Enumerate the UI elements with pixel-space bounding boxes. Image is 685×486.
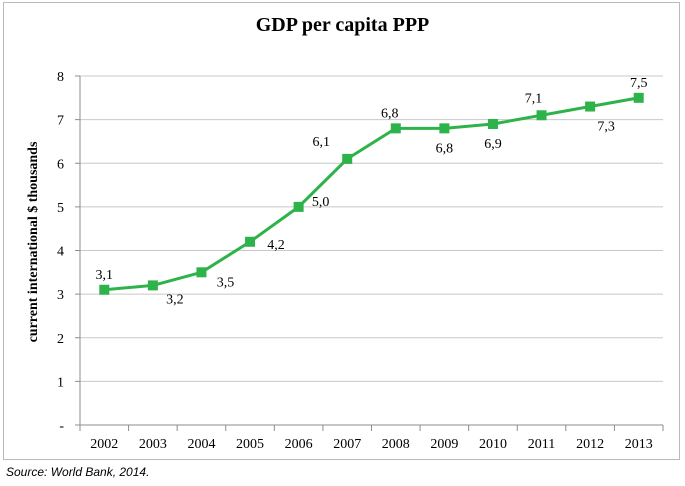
data-label: 7,3 [597, 120, 615, 135]
x-tick-label: 2002 [90, 437, 118, 452]
data-point [390, 123, 401, 134]
data-labels: 3,1 3,2 3,5 4,2 5,0 6,1 6,8 6,8 6,9 7,1 7,3 7,5 [96, 76, 648, 308]
chart-title: GDP per capita PPP [255, 14, 430, 36]
data-label: 7,5 [630, 76, 648, 91]
data-label: 6,8 [436, 141, 454, 156]
x-tick-label: 2008 [382, 437, 410, 452]
x-tick-label: 2006 [285, 437, 313, 452]
chart-frame [3, 2, 680, 460]
data-label: 6,9 [484, 137, 502, 152]
data-point [99, 284, 110, 295]
y-tick-labels: - 1 2 3 4 5 6 7 8 [57, 70, 64, 434]
data-point [245, 236, 256, 247]
y-tick-label: 2 [57, 332, 64, 347]
x-tick-labels: 2002 2003 2004 2005 2006 2007 2008 2009 2010 2011… [90, 437, 652, 452]
data-label: 6,8 [381, 106, 399, 121]
data-point [147, 280, 158, 291]
data-point [439, 123, 450, 134]
data-label: 4,2 [267, 238, 285, 253]
x-tick-label: 2010 [479, 437, 507, 452]
y-tick-label: 3 [57, 288, 64, 303]
data-label: 6,1 [312, 135, 330, 150]
data-point [633, 92, 644, 103]
y-tick-label: 6 [57, 157, 64, 172]
data-point [487, 118, 498, 129]
data-label: 7,1 [525, 91, 543, 106]
data-label: 3,1 [96, 268, 114, 283]
x-tick-label: 2005 [236, 437, 264, 452]
x-tick-label: 2013 [625, 437, 653, 452]
data-label: 3,5 [217, 275, 235, 290]
x-tick-label: 2011 [528, 437, 555, 452]
y-tick-label: 4 [57, 245, 64, 260]
x-tick-label: 2012 [576, 437, 604, 452]
y-tick-label: 8 [57, 70, 64, 85]
x-tick-label: 2009 [430, 437, 458, 452]
gridlines [80, 75, 663, 382]
y-axis-label: current international $ thousands [26, 141, 41, 342]
y-tick-label: 7 [57, 114, 64, 129]
x-tick-label: 2004 [187, 437, 215, 452]
data-point [536, 110, 547, 121]
y-tick-label: 5 [57, 201, 64, 216]
data-label: 3,2 [166, 292, 184, 307]
data-markers [99, 92, 644, 295]
series-line-layer [104, 96, 639, 292]
y-tick-label: 1 [57, 375, 64, 390]
data-point [293, 201, 304, 212]
data-label: 5,0 [312, 195, 330, 210]
data-point [196, 267, 207, 278]
source-note: Source: World Bank, 2014. [6, 465, 150, 479]
x-tick-label: 2003 [139, 437, 167, 452]
data-point [585, 101, 596, 112]
data-point [342, 153, 353, 164]
x-tick-label: 2007 [333, 437, 361, 452]
axes [75, 75, 664, 431]
series-line [104, 96, 639, 292]
y-tick-label: - [59, 419, 64, 434]
